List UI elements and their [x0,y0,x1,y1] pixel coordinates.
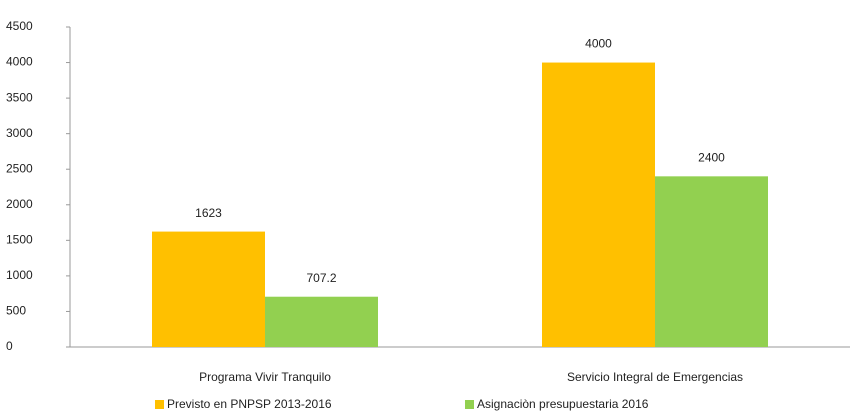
y-tick-label: 2500 [6,161,33,175]
y-tick-label: 3000 [6,126,33,140]
x-tick-label: Servicio Integral de Emergencias [567,370,743,384]
data-label: 707.2 [306,271,336,285]
y-tick-label: 2000 [6,197,33,211]
data-label: 2400 [698,151,725,165]
x-tick-label: Programa Vivir Tranquilo [199,370,331,384]
legend-label: Asignaciòn presupuestaria 2016 [477,397,649,411]
y-tick-label: 1000 [6,268,33,282]
y-tick-label: 4500 [6,19,33,33]
legend-swatch [155,400,164,409]
bar [655,176,768,347]
legend-label: Previsto en PNPSP 2013-2016 [167,397,332,411]
bar [152,231,265,347]
legend-swatch [465,400,474,409]
data-label: 1623 [195,206,222,220]
y-tick-label: 1500 [6,233,33,247]
data-label: 4000 [585,37,612,51]
bar [542,62,655,348]
y-tick-label: 500 [6,304,26,318]
y-tick-label: 0 [6,339,13,353]
bar [265,296,378,347]
y-tick-label: 3500 [6,90,33,104]
y-tick-label: 4000 [6,55,33,69]
